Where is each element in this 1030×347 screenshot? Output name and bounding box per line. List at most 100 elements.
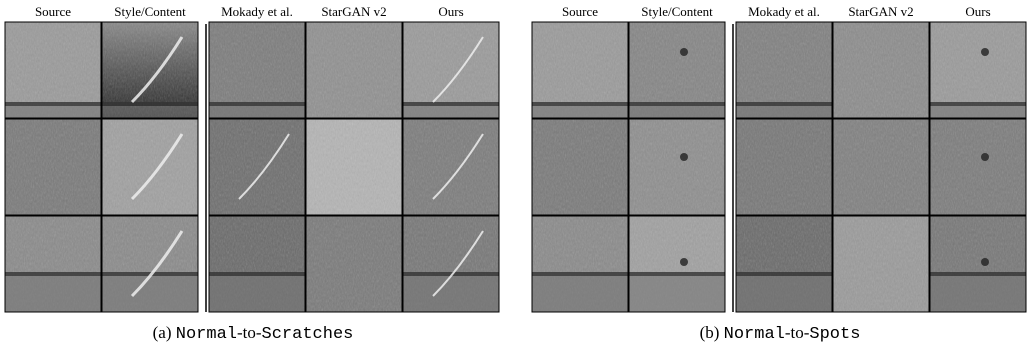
band [629,102,725,106]
image-cell [209,119,305,215]
band [209,102,305,106]
caption-part: Normal [176,325,237,344]
image-cell [102,22,198,118]
band [629,272,725,276]
spot [981,258,989,266]
band [5,272,101,276]
lower [403,106,499,118]
image-cell [629,119,725,215]
image-cell [403,22,499,118]
band [5,102,101,106]
image-cell [629,216,725,312]
band [102,102,198,106]
caption-label: (a) [153,323,172,342]
texture [833,22,929,118]
spot [680,48,688,56]
texture [5,119,101,215]
column-header: StarGAN v2 [848,4,913,19]
texture [306,216,402,312]
texture [833,216,929,312]
image-cell [403,119,499,215]
image-cell [5,216,101,312]
texture [209,119,305,215]
lower [629,106,725,118]
page: Source Style/Content Mokady et al. StarGAN … [0,0,1030,347]
lower [532,276,628,312]
image-cell [629,22,725,118]
lower [102,106,198,118]
lower [209,276,305,312]
column-header: StarGAN v2 [321,4,386,19]
lower [5,106,101,118]
column-header: Source [35,4,71,19]
spot [981,48,989,56]
band [209,272,305,276]
lower [532,106,628,118]
image-cell [930,216,1026,312]
image-cell [736,119,832,215]
panel: Source Style/Content Mokady et al. StarGAN … [5,4,499,344]
texture [102,119,198,215]
texture [306,22,402,118]
lower [209,106,305,118]
image-cell [833,119,929,215]
image-cell [102,119,198,215]
image-cell [532,216,628,312]
caption-part: Scratches [262,325,354,344]
lower [736,276,832,312]
caption-part: Normal [724,325,785,344]
image-cell [306,216,402,312]
spot [981,153,989,161]
image-cell [833,22,929,118]
column-header: Mokady et al. [221,4,293,19]
image-cell [930,119,1026,215]
caption: (a) Normal-to-Scratches [153,323,354,344]
lower [102,276,198,312]
texture [403,119,499,215]
band [736,272,832,276]
band [930,102,1026,106]
column-header: Source [562,4,598,19]
lower [403,276,499,312]
caption-part: -to- [237,323,262,342]
texture [629,119,725,215]
image-cell [306,119,402,215]
image-cell [209,22,305,118]
band [532,102,628,106]
column-header: Ours [438,4,463,19]
panel: Source Style/Content Mokady et al. StarGAN … [532,4,1026,344]
spot [680,153,688,161]
caption-part: Spots [809,325,860,344]
spot [680,258,688,266]
image-cell [736,216,832,312]
image-cell [833,216,929,312]
image-cell [532,119,628,215]
texture [306,119,402,215]
figure: Source Style/Content Mokady et al. StarGAN … [0,0,1030,347]
band [736,102,832,106]
band [532,272,628,276]
texture [532,119,628,215]
column-header: Style/Content [114,4,186,19]
texture [833,119,929,215]
column-header: Style/Content [641,4,713,19]
texture [736,119,832,215]
lower [930,276,1026,312]
caption-part: -to- [785,323,810,342]
caption-label: (b) [700,323,720,342]
lower [930,106,1026,118]
image-cell [930,22,1026,118]
image-cell [306,22,402,118]
lower [5,276,101,312]
image-cell [209,216,305,312]
texture [930,119,1026,215]
caption: (b) Normal-to-Spots [700,323,861,344]
image-cell [5,22,101,118]
image-cell [102,216,198,312]
lower [629,276,725,312]
band [403,102,499,106]
column-header: Mokady et al. [748,4,820,19]
image-cell [403,216,499,312]
band [930,272,1026,276]
image-cell [532,22,628,118]
